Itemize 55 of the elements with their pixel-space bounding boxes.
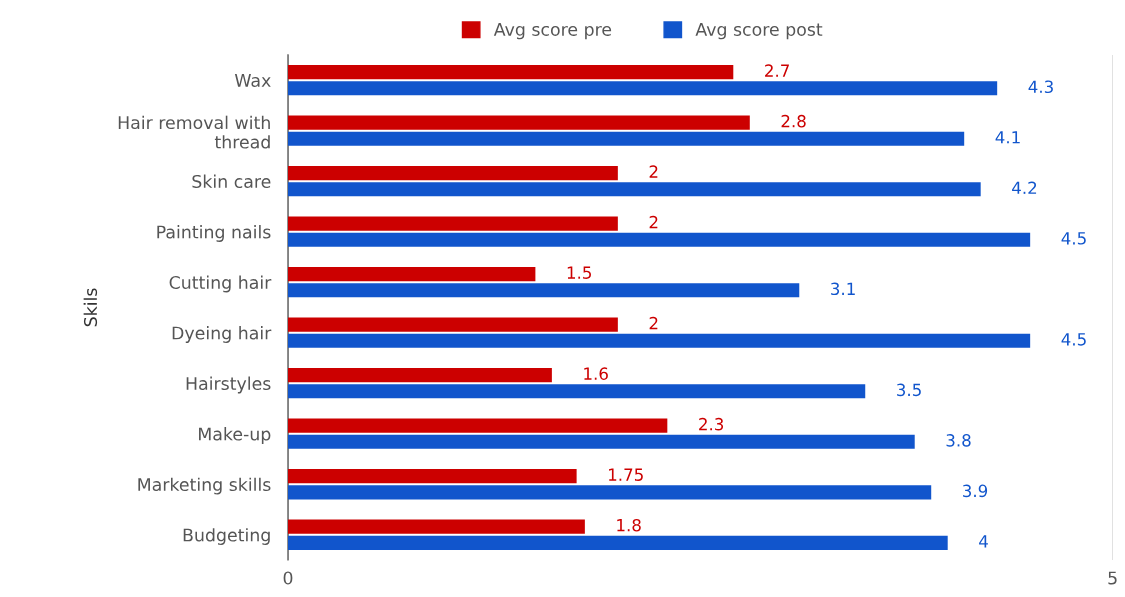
bar [288, 81, 998, 96]
data-label: 4.1 [995, 131, 1020, 144]
data-label: 2.3 [699, 417, 724, 431]
y-tick-label: Wax [234, 74, 271, 88]
bar [288, 283, 800, 298]
bar [288, 434, 915, 449]
bar [288, 182, 981, 197]
bar [288, 333, 1031, 348]
data-label: 1.8 [617, 518, 641, 532]
y-tick-label: Painting nails [157, 225, 271, 242]
data-label: 2.8 [781, 114, 806, 128]
legend-label: Avg score pre [493, 23, 612, 40]
y-tick-label: Dyeing hair [172, 326, 272, 343]
data-label: 4.5 [1061, 232, 1086, 245]
y-tick-label: Skin care [192, 174, 271, 189]
data-label: 4.2 [1012, 181, 1037, 194]
bar [288, 418, 668, 433]
legend-label: Avg score post [695, 23, 823, 40]
data-label: 2 [649, 165, 658, 178]
bar [288, 469, 577, 484]
bar [288, 519, 585, 534]
data-label: 2 [649, 316, 658, 330]
data-label: 3.9 [963, 484, 988, 498]
x-tick-label: 0 [283, 571, 293, 585]
data-label: 3.8 [946, 434, 971, 447]
y-axis-title: Skils [83, 288, 98, 327]
y-tick-label: Hairstyles [186, 376, 271, 394]
bar [288, 267, 536, 282]
bar [288, 65, 734, 80]
data-label: 4.5 [1061, 333, 1086, 346]
data-label: 2 [649, 215, 658, 229]
y-tick-label: Cutting hair [169, 275, 272, 293]
bar [288, 535, 948, 550]
bar [288, 115, 750, 130]
bar [288, 384, 866, 399]
bar [288, 166, 618, 181]
y-tick-label: Make-up [199, 427, 271, 444]
data-label: 3.5 [897, 383, 921, 397]
data-label: 2.7 [765, 64, 789, 77]
bar [288, 232, 1031, 247]
data-label: 1.6 [584, 367, 608, 380]
y-tick-label: Marketing skills [138, 477, 271, 495]
y-tick-label: Budgeting [183, 528, 270, 545]
y-tick-label: Hair removal with thread [118, 115, 270, 149]
bar [288, 216, 618, 231]
bar [288, 368, 552, 383]
bar [288, 317, 618, 332]
bar [288, 131, 965, 146]
data-label: 1.5 [567, 266, 591, 279]
data-label: 4.3 [1028, 80, 1053, 94]
data-label: 4 [979, 535, 988, 548]
x-tick-label: 5 [1108, 571, 1117, 585]
bar [288, 485, 932, 500]
data-label: 1.75 [609, 468, 643, 481]
data-label: 3.1 [831, 282, 855, 296]
